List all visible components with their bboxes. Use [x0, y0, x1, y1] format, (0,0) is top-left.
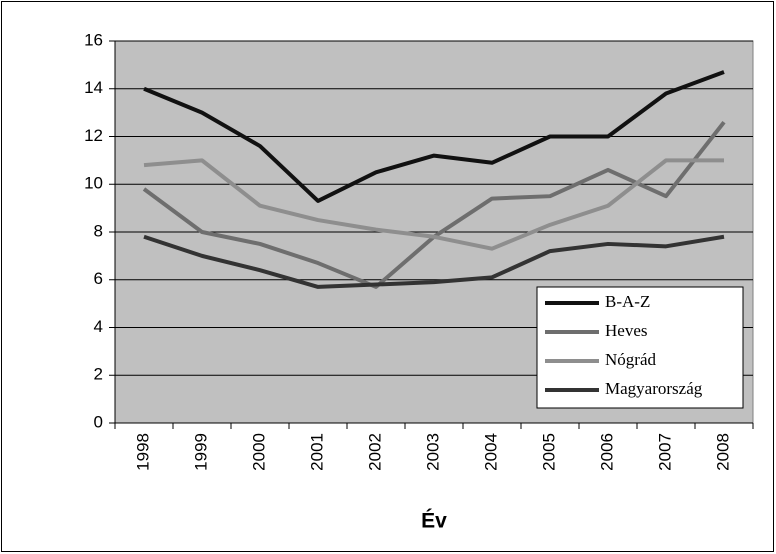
y-tick-label: 16: [84, 30, 103, 49]
y-tick-label: 8: [94, 221, 103, 240]
y-tick-label: 4: [94, 317, 103, 336]
legend-box: [536, 286, 744, 409]
y-tick-label: 2: [94, 365, 103, 384]
y-tick-label: 6: [94, 269, 103, 288]
x-tick-label: 1998: [133, 433, 152, 471]
y-tick-label: 10: [84, 174, 103, 193]
y-tick-label: 14: [84, 78, 103, 97]
legend-label: B-A-Z: [605, 292, 650, 311]
x-tick-label: 2004: [481, 433, 500, 471]
x-tick-label: 1999: [191, 433, 210, 471]
series-line: [143, 70, 725, 203]
legend-label: Magyarország: [605, 379, 703, 398]
y-tick-label: 0: [94, 412, 103, 431]
x-tick-label: 2006: [597, 433, 616, 471]
x-tick-label: 2003: [423, 433, 442, 471]
legend-label: Heves: [605, 321, 647, 340]
x-tick-label: 2008: [713, 433, 732, 471]
x-tick-label: 2002: [365, 433, 384, 471]
series-line: [143, 158, 724, 251]
series-line: [143, 234, 725, 289]
x-tick-label: 2007: [655, 433, 674, 471]
x-tick-label: 2005: [539, 433, 558, 471]
x-tick-label: 2000: [249, 433, 268, 471]
x-tick-label: 2001: [307, 433, 326, 471]
legend-label: Nógrád: [605, 350, 656, 369]
y-tick-label: 12: [84, 126, 103, 145]
x-axis-title: Év: [421, 510, 447, 533]
